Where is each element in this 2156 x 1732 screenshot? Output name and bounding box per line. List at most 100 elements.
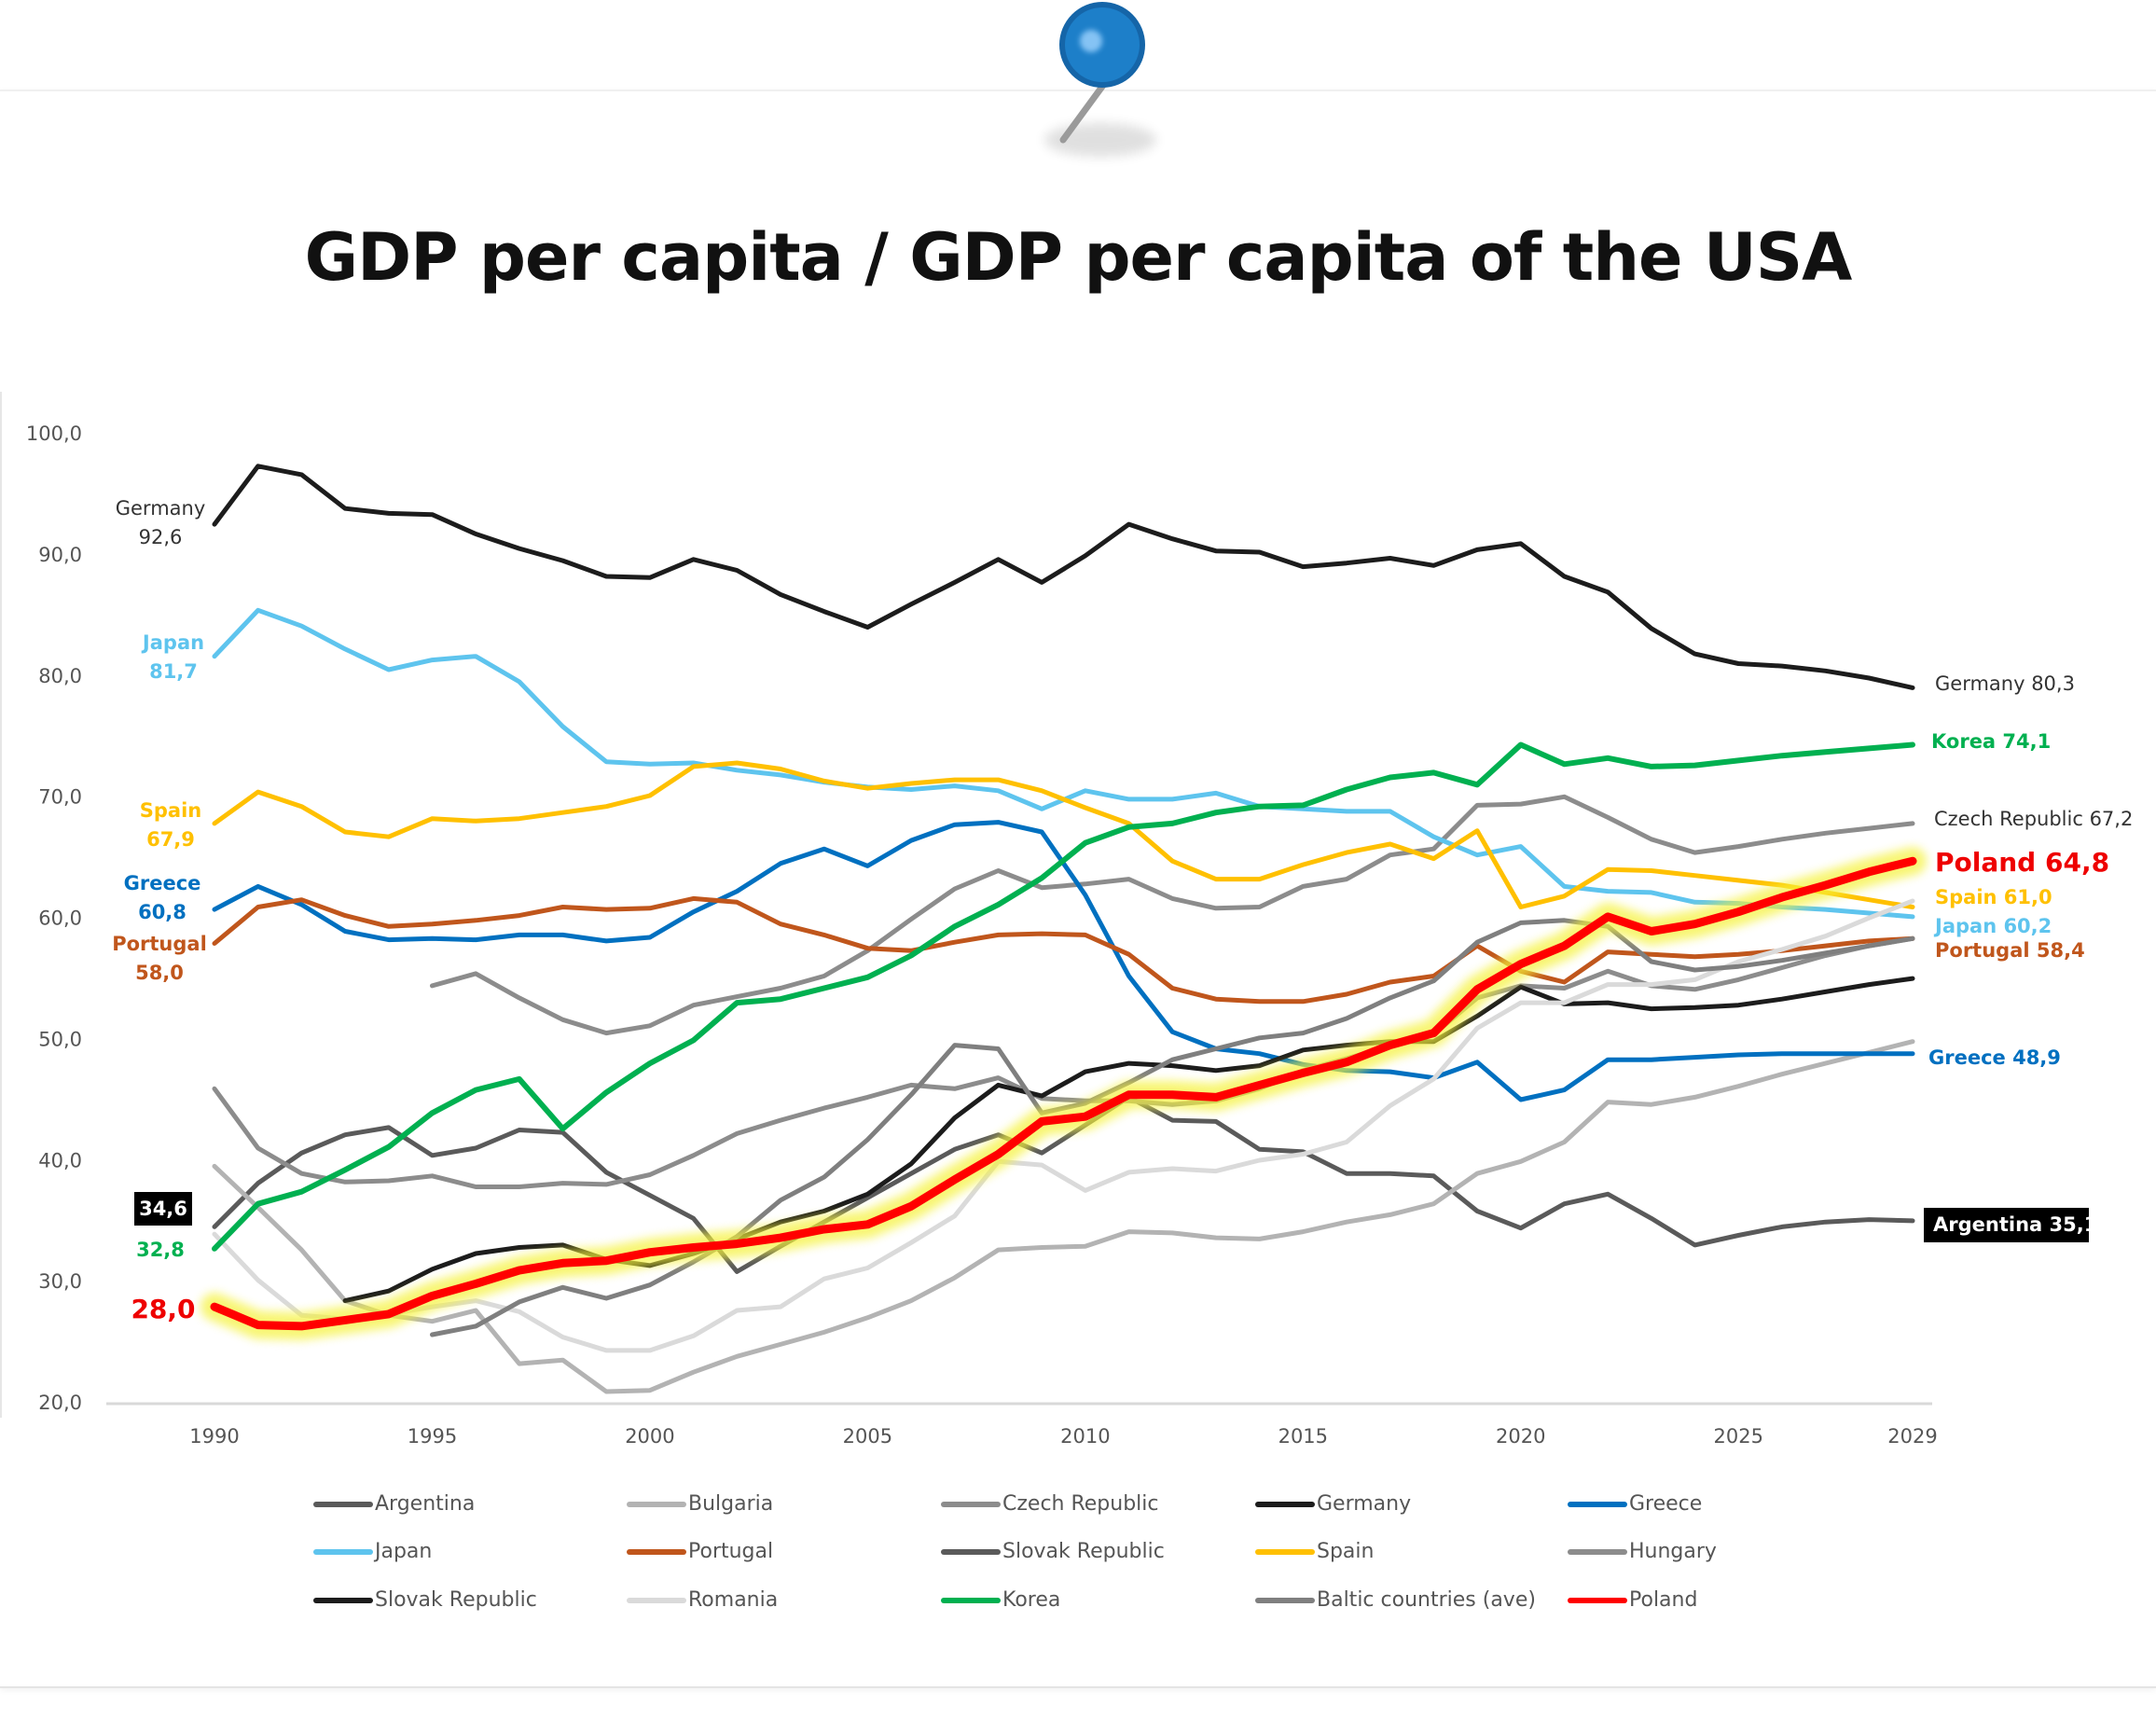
label-portugal-start-value: 58,0 — [135, 962, 184, 984]
label-japan-start-name: Japan — [141, 631, 204, 654]
legend-item: Hungary — [1568, 1540, 1717, 1563]
y-tick-label: 50,0 — [38, 1028, 82, 1050]
label-greece-end: Greece 48,9 — [1928, 1046, 2061, 1069]
label-argentina-start-box — [134, 1192, 192, 1226]
label-japan-end: Japan 60,2 — [1933, 915, 2052, 937]
legend-label: Bulgaria — [688, 1492, 774, 1516]
legend-label: Portugal — [688, 1540, 774, 1563]
legend-swatch — [313, 1548, 373, 1555]
legend-item: Japan — [313, 1540, 432, 1563]
legend-item: Poland — [1568, 1588, 1697, 1612]
legend-item: Korea — [941, 1588, 1060, 1612]
legend-item: Slovak Republic — [313, 1588, 537, 1612]
y-tick-label: 80,0 — [38, 665, 82, 687]
series-line-portugal — [212, 895, 1915, 1005]
label-japan-start-value: 81,7 — [149, 660, 198, 683]
label-spain-end: Spain 61,0 — [1935, 886, 2052, 908]
label-korea-start-value: 32,8 — [136, 1239, 185, 1261]
series-line-korea — [212, 741, 1915, 1252]
legend-label: Greece — [1629, 1492, 1703, 1516]
legend-swatch — [1568, 1501, 1627, 1507]
label-poland-start-value: 28,0 — [131, 1294, 195, 1324]
x-tick-label: 1995 — [408, 1425, 457, 1448]
legend-item: Portugal — [627, 1540, 773, 1563]
label-argentina-end: Argentina 35,1 — [1933, 1213, 2097, 1236]
legend-swatch — [313, 1597, 373, 1603]
legend-swatch — [627, 1597, 686, 1603]
legend-item: Germany — [1255, 1492, 1411, 1516]
legend-label: Korea — [1002, 1588, 1061, 1612]
legend-item: Romania — [627, 1588, 778, 1612]
legend-swatch — [941, 1548, 1001, 1555]
label-poland-end: Poland 64,8 — [1935, 847, 2109, 878]
label-korea-end: Korea 74,1 — [1931, 730, 2051, 753]
legend-label: Baltic countries (ave) — [1317, 1588, 1536, 1612]
axes: 20,0 30,0 40,0 50,0 60,0 70,0 80,0 90,0 100,0 199… — [0, 392, 1938, 1448]
label-portugal-start-name: Portugal — [112, 933, 207, 955]
series-line-germany — [212, 464, 1915, 690]
label-argentina-start-value: 34,6 — [139, 1198, 187, 1220]
y-tick-label: 30,0 — [38, 1270, 82, 1293]
legend-swatch — [1255, 1597, 1315, 1603]
label-germany-start-name: Germany — [116, 497, 206, 520]
series-line-hungary — [212, 935, 1915, 1189]
x-tick-label: 2015 — [1278, 1425, 1328, 1448]
y-tick-label: 40,0 — [38, 1149, 82, 1171]
y-tick-label: 100,0 — [26, 423, 82, 445]
series-line-romania — [212, 898, 1915, 1353]
legend-label: Romania — [688, 1588, 779, 1612]
legend-swatch — [627, 1501, 686, 1507]
x-tick-label: 2025 — [1714, 1425, 1763, 1448]
legend-swatch — [941, 1597, 1001, 1603]
label-germany-end: Germany 80,3 — [1935, 672, 2075, 695]
pushpin-icon — [1044, 2, 1156, 157]
legend-swatch — [1568, 1548, 1627, 1555]
legend-swatch — [1255, 1548, 1315, 1555]
y-tick-label: 70,0 — [38, 786, 82, 809]
legend-item: Argentina — [313, 1492, 475, 1516]
legend-item: Greece — [1568, 1492, 1702, 1516]
legend-swatch — [313, 1501, 373, 1507]
legend-item: Czech Republic — [941, 1492, 1159, 1516]
legend-swatch — [1255, 1501, 1315, 1507]
x-tick-label: 2000 — [625, 1425, 674, 1448]
label-czech-end: Czech Republic 67,2 — [1934, 808, 2133, 830]
x-tick-label: 2029 — [1887, 1425, 1937, 1448]
legend-label: Slovak Republic — [1002, 1540, 1165, 1563]
legend-swatch — [941, 1501, 1001, 1507]
legend-swatch — [1568, 1597, 1627, 1603]
legend-swatch — [627, 1548, 686, 1555]
y-tick-label: 60,0 — [38, 908, 82, 930]
legend-label: Slovak Republic — [375, 1588, 537, 1612]
series-line-spain — [212, 760, 1915, 909]
annotations: Germany 92,6 Japan 81,7 Spain 67,9 Greec… — [112, 497, 2133, 1324]
x-tick-label: 2010 — [1060, 1425, 1110, 1448]
series-line-bulgaria — [212, 1039, 1915, 1394]
label-greece-start-name: Greece — [124, 872, 201, 894]
x-tick-label: 2020 — [1496, 1425, 1545, 1448]
y-tick-label: 90,0 — [38, 544, 82, 566]
legend-label: Czech Republic — [1002, 1492, 1159, 1516]
label-portugal-end: Portugal 58,4 — [1935, 939, 2085, 962]
legend-label: Germany — [1317, 1492, 1412, 1516]
x-tick-label: 2005 — [843, 1425, 892, 1448]
legend-label: Argentina — [375, 1492, 476, 1516]
series-line-czech-republic — [430, 794, 1915, 1036]
legend-label: Spain — [1317, 1540, 1375, 1563]
series-line-argentina — [212, 1094, 1915, 1274]
legend-label: Japan — [375, 1540, 433, 1563]
legend-item: Baltic countries (ave) — [1255, 1588, 1536, 1612]
label-germany-start-value: 92,6 — [139, 526, 183, 548]
y-tick-label: 20,0 — [38, 1392, 82, 1414]
series-line-poland — [210, 856, 1917, 1331]
legend-item: Spain — [1255, 1540, 1374, 1563]
label-argentina-end-box — [1924, 1208, 2089, 1242]
label-greece-start-value: 60,8 — [138, 901, 187, 923]
chart-title: GDP per capita / GDP per capita of the U… — [304, 219, 1853, 296]
legend-label: Hungary — [1629, 1540, 1717, 1563]
x-tick-label: 1990 — [189, 1425, 239, 1448]
series-lines — [200, 464, 1927, 1394]
label-spain-start-value: 67,9 — [146, 828, 195, 851]
legend-label: Poland — [1629, 1588, 1698, 1612]
